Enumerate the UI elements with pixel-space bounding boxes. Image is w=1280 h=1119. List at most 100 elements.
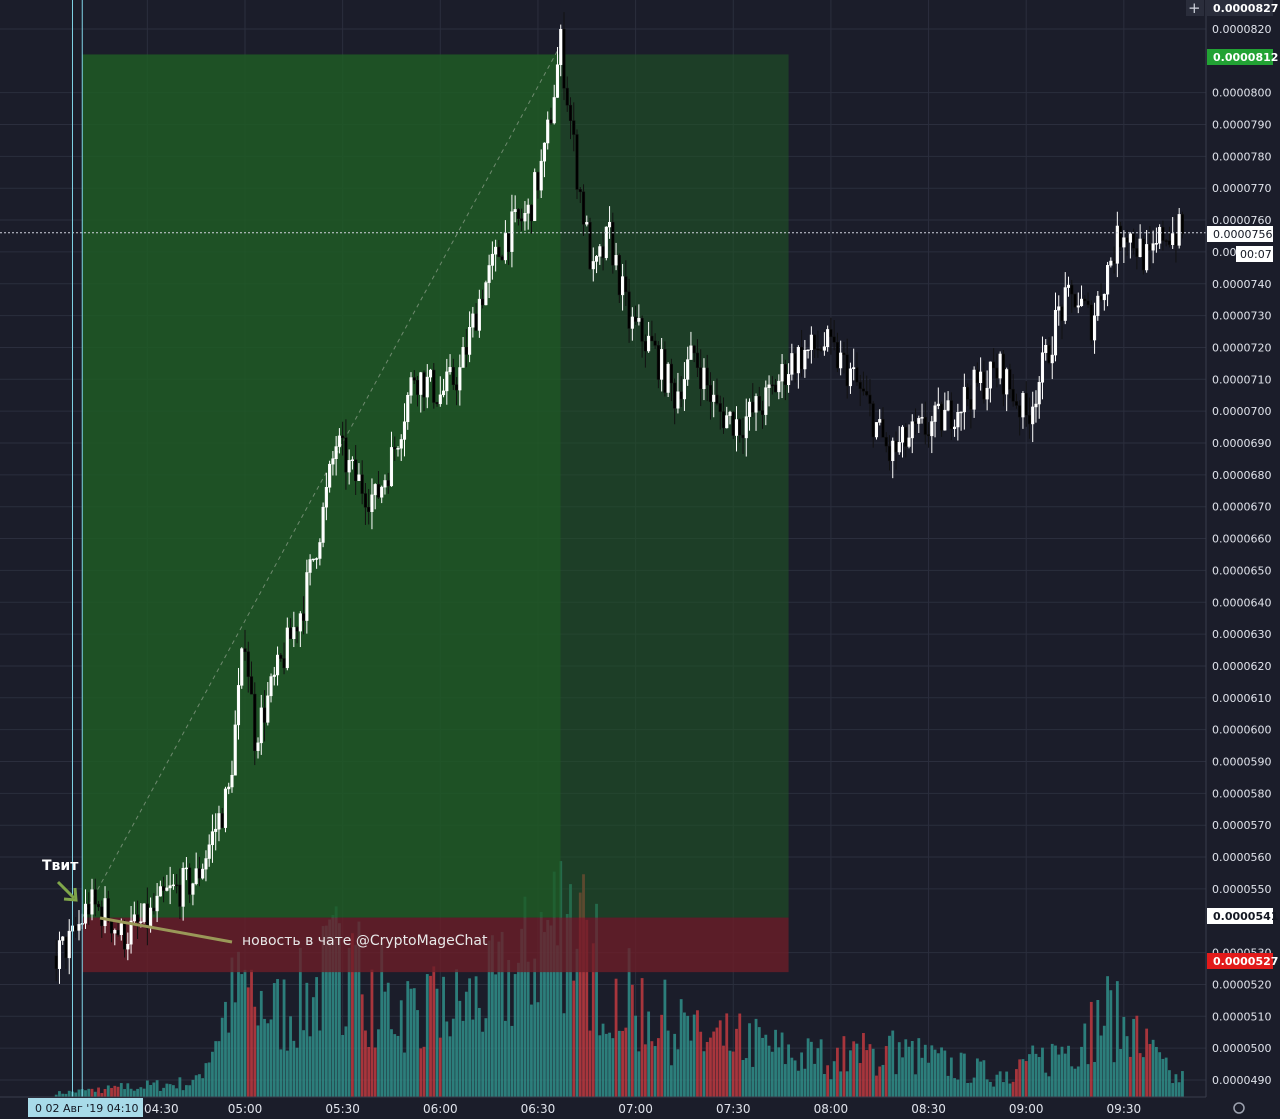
- candle-body: [803, 349, 807, 370]
- candle-body: [969, 399, 973, 410]
- candle-body: [647, 335, 651, 352]
- volume-bar: [126, 1083, 130, 1097]
- candle-body: [1086, 300, 1090, 306]
- candle-body: [1044, 345, 1048, 353]
- candle-body: [594, 256, 599, 262]
- volume-bar: [731, 1051, 735, 1097]
- settings-button[interactable]: [1233, 1102, 1245, 1114]
- candle-body: [992, 361, 996, 369]
- volume-bar: [591, 943, 595, 1097]
- volume-bar: [998, 1071, 1002, 1097]
- volume-bar: [448, 1036, 452, 1097]
- candle-body: [503, 232, 507, 261]
- volume-bar: [523, 896, 527, 1097]
- volume-bar: [217, 1041, 221, 1097]
- volume-bar: [132, 1090, 136, 1097]
- candle-body: [109, 919, 114, 934]
- candle-body: [487, 265, 491, 283]
- candle-body: [471, 313, 475, 328]
- volume-bar: [943, 1050, 947, 1097]
- candle-body: [725, 415, 729, 429]
- volume-bar: [110, 1087, 113, 1097]
- candle-body: [891, 440, 895, 462]
- volume-bar: [565, 914, 569, 1097]
- candle-body: [747, 401, 752, 417]
- volume-bar: [302, 1030, 305, 1097]
- volume-bar: [266, 1023, 270, 1097]
- candle-body: [204, 858, 208, 870]
- volume-bar: [84, 1090, 87, 1097]
- candle-body: [315, 558, 319, 560]
- candle-body: [1122, 237, 1126, 248]
- candle-body: [627, 291, 631, 329]
- volume-bar: [744, 1058, 748, 1097]
- candle-body: [529, 204, 533, 222]
- candle-body: [682, 379, 686, 400]
- candle-body: [949, 400, 953, 430]
- volume-bar: [445, 1021, 449, 1097]
- price-axis[interactable]: [1205, 0, 1280, 1097]
- candle-body: [917, 418, 921, 424]
- volume-bar: [477, 1007, 481, 1097]
- candle-body: [793, 353, 797, 374]
- volume-bar: [901, 1057, 904, 1097]
- candle-body: [123, 923, 127, 950]
- volume-bar: [761, 1037, 764, 1097]
- candle-body: [1171, 233, 1175, 246]
- price-tick-label: 0.0000780: [1212, 150, 1272, 163]
- candle-body: [207, 844, 211, 859]
- crosshair-button[interactable]: +: [1186, 0, 1204, 17]
- volume-bar: [738, 1013, 742, 1097]
- volume-bar: [390, 1029, 393, 1097]
- volume-bar: [507, 960, 511, 1097]
- volume-bar: [972, 1077, 976, 1097]
- price-tick-label: 0.0000770: [1212, 182, 1272, 195]
- price-tick-label: 0.0000650: [1212, 564, 1272, 577]
- volume-bar: [93, 1091, 97, 1097]
- candle-body: [337, 435, 341, 447]
- price-tick-label: 0.0000720: [1212, 341, 1272, 354]
- candle-body: [568, 104, 573, 121]
- candle-body: [549, 119, 553, 124]
- volume-bar: [852, 1041, 856, 1097]
- volume-bar: [796, 1070, 800, 1097]
- volume-bar: [490, 935, 494, 1097]
- volume-bar: [100, 1093, 104, 1097]
- volume-bar: [891, 1030, 895, 1097]
- candle-body: [1148, 244, 1152, 251]
- volume-bar: [608, 1032, 611, 1097]
- candle-body: [181, 867, 185, 907]
- candle-body: [806, 349, 810, 352]
- candle-body: [910, 421, 914, 439]
- price-tick-label: 0.0000610: [1212, 692, 1272, 705]
- price-tick-label: 0.0000510: [1212, 1010, 1272, 1023]
- candle-body: [816, 348, 820, 351]
- volume-bar: [1057, 1054, 1061, 1097]
- candle-body: [920, 416, 924, 419]
- candle-body: [822, 346, 826, 351]
- volume-bar: [513, 974, 517, 1097]
- volume-bar: [1171, 1083, 1175, 1097]
- volume-bar: [517, 962, 520, 1097]
- volume-bar: [855, 1043, 859, 1097]
- volume-bar: [949, 1057, 953, 1097]
- candle-body: [1001, 353, 1005, 395]
- candle-body: [1037, 382, 1041, 405]
- volume-bar: [214, 1041, 218, 1097]
- volume-bar: [790, 1057, 794, 1097]
- volume-bar: [396, 1035, 400, 1097]
- price-tick-label: 0.0000490: [1212, 1074, 1272, 1087]
- candle-body: [259, 707, 263, 744]
- volume-bar: [897, 1042, 901, 1097]
- candle-body: [718, 403, 722, 412]
- candle-body: [539, 160, 543, 191]
- volume-bar: [836, 1047, 839, 1097]
- candle-body: [673, 382, 677, 409]
- entry-price-text: 0.0000541: [1213, 910, 1278, 923]
- candle-body: [389, 447, 394, 487]
- time-axis[interactable]: [0, 1096, 1280, 1119]
- volume-bar: [292, 1040, 296, 1097]
- tweet-arrow-head: [63, 887, 78, 902]
- volume-bar: [770, 1051, 774, 1097]
